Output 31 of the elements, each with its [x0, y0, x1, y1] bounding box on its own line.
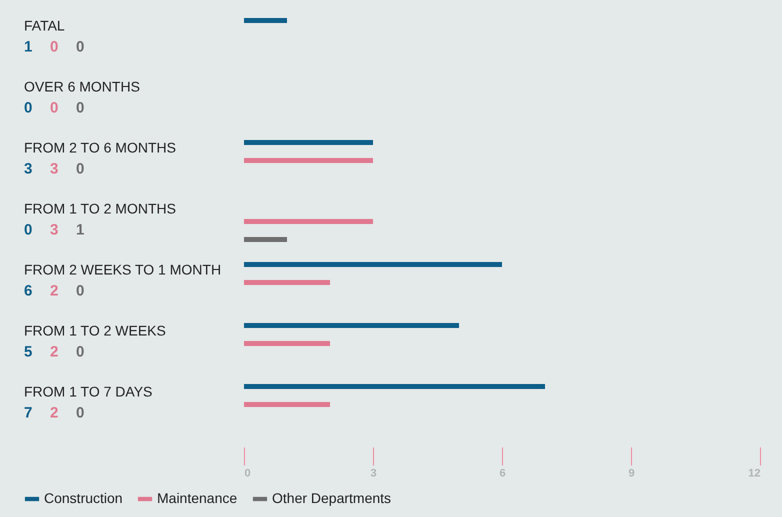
data-label: 5	[24, 344, 32, 360]
data-label: 0	[24, 100, 32, 116]
y-tick-label: FROM 1 TO 2 WEEKS	[24, 322, 166, 338]
data-label: 1	[24, 38, 32, 56]
data-label: 2	[50, 344, 58, 360]
y-tick-label: FROM 1 TO 7 DAYS	[24, 384, 152, 400]
data-label: 3	[50, 160, 58, 178]
data-label: 2	[50, 404, 58, 422]
data-label: 7	[24, 404, 32, 422]
data-label: 0	[76, 100, 84, 116]
y-tick-label: FROM 1 TO 2 MONTHS	[24, 200, 176, 216]
data-label: 0	[76, 344, 84, 360]
data-label: 1	[76, 222, 84, 238]
data-label: 0	[50, 38, 58, 56]
data-label: 0	[76, 282, 84, 300]
data-label: 0	[76, 38, 84, 56]
data-label: 6	[24, 282, 32, 300]
legend-label: Other Departments	[272, 490, 392, 506]
data-label: 0	[50, 100, 58, 116]
y-tick-label: OVER 6 MONTHS	[24, 78, 140, 94]
y-tick-label: FROM 2 TO 6 MONTHS	[24, 140, 176, 156]
y-tick-label: FATAL	[24, 18, 65, 34]
data-label: 3	[50, 222, 58, 238]
data-label: 0	[76, 404, 84, 422]
data-label: 3	[24, 160, 32, 178]
y-tick-label: FROM 2 WEEKS TO 1 MONTH	[24, 262, 222, 278]
data-label: 2	[50, 282, 58, 300]
legend-label: Maintenance	[157, 490, 238, 506]
legend-label: Construction	[44, 490, 123, 506]
data-label: 0	[76, 160, 84, 178]
data-label: 0	[24, 222, 32, 238]
